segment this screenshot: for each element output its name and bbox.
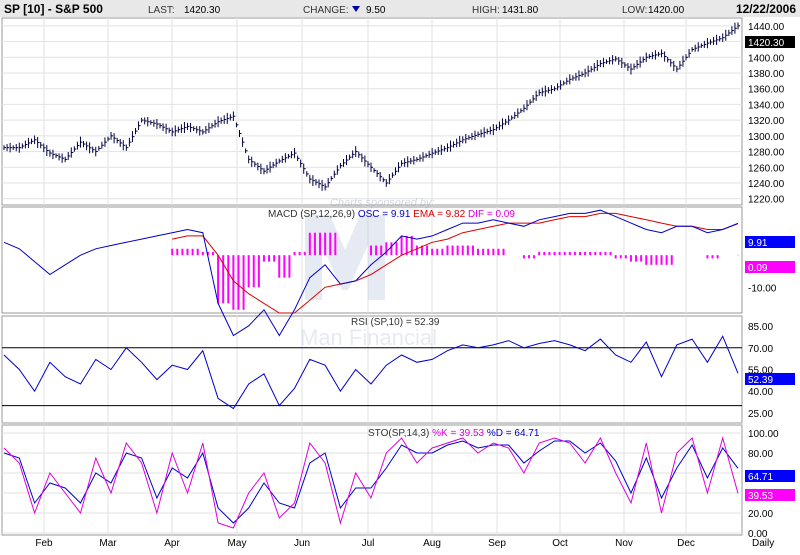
down-arrow-icon xyxy=(352,6,360,12)
price-y-tick: 1240.00 xyxy=(748,179,785,190)
price-series xyxy=(3,22,740,191)
price-y-tick: 1340.00 xyxy=(748,100,785,111)
rsi-tag-box xyxy=(745,373,795,385)
macd-ema-line xyxy=(172,212,739,314)
x-tick-month: Apr xyxy=(164,538,180,549)
stochastic-series xyxy=(3,436,739,529)
watermark-brand: Man Financial xyxy=(300,325,437,350)
rsi-panel-frame xyxy=(1,315,743,424)
macd-osc-tag-box xyxy=(745,236,795,248)
macd-y-tick: -10.00 xyxy=(748,283,777,294)
price-y-tick: 1320.00 xyxy=(748,116,785,127)
rsi-y-tick: 40.00 xyxy=(748,387,773,398)
last-label: LAST: xyxy=(148,5,175,16)
header-bar xyxy=(0,0,800,17)
change-value: 9.50 xyxy=(366,5,386,16)
watermark-sponsor: Charts sponsored by: xyxy=(330,197,435,209)
macd-dif-tag: 0.09 xyxy=(748,263,768,274)
macd-osc-tag: 9.91 xyxy=(748,238,768,249)
price-y-tick: 1440.00 xyxy=(748,22,785,33)
price-y-tick: 1260.00 xyxy=(748,163,785,174)
sto-y-tick: 20.00 xyxy=(748,509,773,520)
macd-dif-tag-box xyxy=(745,261,795,273)
sto-title-text: STO(SP,14,3) xyxy=(368,428,429,439)
sto-k-tag-box xyxy=(745,489,795,501)
grid-layer xyxy=(1,17,743,536)
chart-date: 12/22/2006 xyxy=(736,2,796,16)
rsi-y-tick: 85.00 xyxy=(748,322,773,333)
sto-y-tick: 0.00 xyxy=(748,529,768,540)
sto-d-label: %D = 64.71 xyxy=(487,428,540,439)
price-y-tick: 1300.00 xyxy=(748,132,785,143)
sto-pct-k-line xyxy=(3,436,739,529)
macd-osc-line xyxy=(3,209,739,337)
rsi-tag: 52.39 xyxy=(748,375,773,386)
last-value: 1420.30 xyxy=(184,5,221,16)
sto-y-tick: 100.00 xyxy=(748,429,779,440)
sto-y-tick: 80.00 xyxy=(748,449,773,460)
price-tag-box xyxy=(745,36,795,48)
macd-series xyxy=(3,209,739,337)
x-tick-month: Aug xyxy=(423,538,441,549)
macd-dif-label: DIF = 0.09 xyxy=(468,209,515,220)
sto-k-label: %K = 39.53 xyxy=(432,428,484,439)
low-label: LOW: xyxy=(622,5,647,16)
rsi-y-tick: 70.00 xyxy=(748,344,773,355)
macd-osc-label: OSC = 9.91 xyxy=(358,209,411,220)
rsi-line xyxy=(3,335,739,410)
price-y-tick: 1220.00 xyxy=(748,195,785,206)
x-tick-month: Dec xyxy=(677,538,695,549)
period-label: Daily xyxy=(752,538,774,549)
x-tick-month: Oct xyxy=(552,538,568,549)
sto-panel-frame xyxy=(1,424,743,536)
x-tick-month: Mar xyxy=(99,538,117,549)
price-y-tick: 1400.00 xyxy=(748,53,785,64)
change-label: CHANGE: xyxy=(303,5,349,16)
x-tick-month: Feb xyxy=(35,538,53,549)
rsi-title: RSI (SP,10) = 52.39 xyxy=(351,317,440,328)
low-value: 1420.00 xyxy=(648,5,685,16)
sto-pct-d-line xyxy=(3,440,739,524)
x-tick-month: May xyxy=(228,538,247,549)
x-tick-month: Jun xyxy=(294,538,310,549)
rsi-y-tick: 25.00 xyxy=(748,409,773,420)
sto-d-tag: 64.71 xyxy=(748,472,773,483)
price-tag: 1420.30 xyxy=(748,38,785,49)
symbol-title: SP [10] - S&P 500 xyxy=(4,2,103,16)
macd-ema-label: EMA = 9.82 xyxy=(413,209,465,220)
x-tick-month: Sep xyxy=(488,538,506,549)
high-value: 1431.80 xyxy=(502,5,539,16)
sto-d-tag-box xyxy=(745,470,795,482)
price-panel-frame xyxy=(1,17,743,206)
macd-title-text: MACD (SP,12,26,9) xyxy=(268,209,355,220)
rsi-series xyxy=(2,335,742,410)
sto-k-tag: 39.53 xyxy=(748,491,773,502)
price-y-tick: 1280.00 xyxy=(748,148,785,159)
price-y-tick: 1360.00 xyxy=(748,85,785,96)
sto-title: STO(SP,14,3) %K = 39.53 %D = 64.71 xyxy=(368,428,540,439)
x-tick-month: Nov xyxy=(615,538,633,549)
watermark-logo-icon xyxy=(305,215,385,300)
macd-title: MACD (SP,12,26,9) OSC = 9.91 EMA = 9.82 … xyxy=(268,209,515,220)
high-label: HIGH: xyxy=(472,5,500,16)
price-y-tick: 1380.00 xyxy=(748,69,785,80)
x-tick-month: Jul xyxy=(362,538,375,549)
macd-panel-frame xyxy=(1,206,743,314)
rsi-y-tick: 55.00 xyxy=(748,366,773,377)
